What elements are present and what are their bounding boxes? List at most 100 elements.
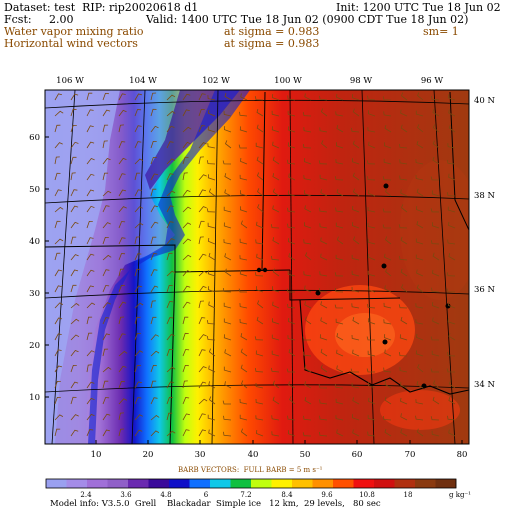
colorbar-swatch — [230, 479, 252, 488]
wind-barb — [70, 350, 79, 357]
wind-barb — [448, 221, 456, 229]
wind-barb — [384, 253, 392, 261]
wind-barb — [351, 303, 360, 309]
wind-barb — [351, 334, 360, 341]
wind-barb — [447, 415, 456, 421]
wind-barb — [367, 286, 376, 293]
wind-barb — [320, 348, 328, 357]
wind-barb — [382, 416, 392, 421]
lon-label-100w: 100 W — [274, 76, 302, 86]
wind-barb — [118, 316, 125, 325]
wind-barb — [54, 124, 61, 133]
wind-barb — [239, 255, 248, 261]
wind-barb — [182, 364, 189, 373]
wind-barb — [415, 174, 424, 181]
wind-barb — [239, 206, 248, 213]
wind-barb — [432, 317, 440, 325]
wind-barb — [150, 140, 157, 149]
field1-smoothing: sm= 1 — [423, 25, 459, 38]
wind-barb — [433, 380, 440, 389]
wind-barb — [134, 141, 142, 149]
wind-barb — [400, 124, 408, 133]
wind-barb — [401, 204, 408, 213]
wind-barb — [182, 238, 192, 245]
wind-barb — [400, 429, 408, 437]
wind-barb — [257, 204, 264, 213]
wind-barb — [166, 252, 173, 261]
wind-barb — [254, 272, 264, 277]
lon-label-102w: 102 W — [202, 76, 230, 86]
wind-barb — [182, 397, 190, 405]
wind-barb — [238, 144, 247, 149]
wind-barb — [54, 238, 64, 245]
x-tick-80: 80 — [456, 450, 468, 460]
wind-barb — [239, 111, 248, 117]
field2-name: Horizontal wind vectors — [4, 37, 138, 50]
wind-barb — [198, 398, 208, 405]
wind-barb — [198, 317, 206, 325]
wind-barb — [430, 416, 440, 421]
wind-barb — [352, 429, 360, 437]
wind-barb — [256, 172, 264, 181]
wind-barb — [335, 142, 344, 149]
wind-barb — [86, 189, 95, 197]
model-info: Model info: V3.5.0 Grell Blackadar Simpl… — [50, 499, 381, 509]
wind-barb — [222, 400, 231, 405]
wind-barb — [134, 109, 142, 117]
wind-barb — [384, 380, 392, 389]
wind-barb — [150, 221, 159, 229]
wind-barb — [351, 158, 360, 165]
wind-barb — [272, 188, 280, 197]
wind-barb — [150, 430, 160, 437]
wind-barb — [335, 398, 344, 405]
wind-barb — [318, 384, 328, 389]
field2-level: at sigma = 0.983 — [224, 37, 320, 50]
wind-barb — [166, 412, 173, 421]
wind-barb — [448, 429, 456, 437]
wind-barb — [367, 110, 376, 117]
wind-barb — [208, 237, 216, 245]
wind-barb — [207, 222, 216, 229]
y-tick-60: 60 — [29, 133, 40, 143]
wind-barb — [416, 220, 424, 229]
wind-barb — [70, 189, 78, 197]
wind-barb — [86, 109, 94, 117]
wind-barb — [336, 236, 344, 245]
wind-barb — [320, 364, 328, 373]
wind-barb — [416, 140, 424, 149]
wind-barb — [319, 271, 328, 277]
y-tick-40: 40 — [29, 237, 40, 247]
wind-barb — [417, 92, 424, 101]
wind-barb — [166, 173, 174, 181]
wind-barb — [319, 127, 328, 133]
wind-barb — [447, 143, 456, 149]
wind-barb — [255, 382, 264, 389]
lat-label-36n: 36 N — [474, 285, 495, 295]
wind-barb — [86, 253, 95, 261]
wind-barb — [222, 160, 232, 165]
wind-barb — [288, 348, 296, 357]
wind-barb — [102, 269, 110, 277]
wind-barb — [336, 188, 344, 197]
wind-barb — [240, 93, 248, 101]
wind-barb — [336, 124, 344, 133]
wind-barb — [353, 236, 360, 245]
lon-label-96w: 96 W — [420, 76, 444, 86]
wind-barb — [239, 238, 248, 245]
wind-barb — [304, 396, 312, 405]
x-tick-20: 20 — [142, 450, 154, 460]
wind-barb — [399, 367, 408, 373]
wind-barb — [54, 252, 61, 261]
wind-barb — [150, 188, 157, 197]
wind-barb — [54, 110, 64, 117]
wind-barb — [54, 189, 62, 197]
wind-barb — [54, 206, 64, 213]
wind-barb — [54, 156, 60, 165]
wind-barb — [303, 239, 312, 245]
wind-barb — [223, 222, 232, 229]
wind-barb — [182, 93, 191, 101]
wind-barb — [134, 236, 140, 245]
wind-barb — [334, 176, 344, 181]
wind-barb — [417, 124, 424, 133]
wind-barb — [319, 95, 328, 101]
